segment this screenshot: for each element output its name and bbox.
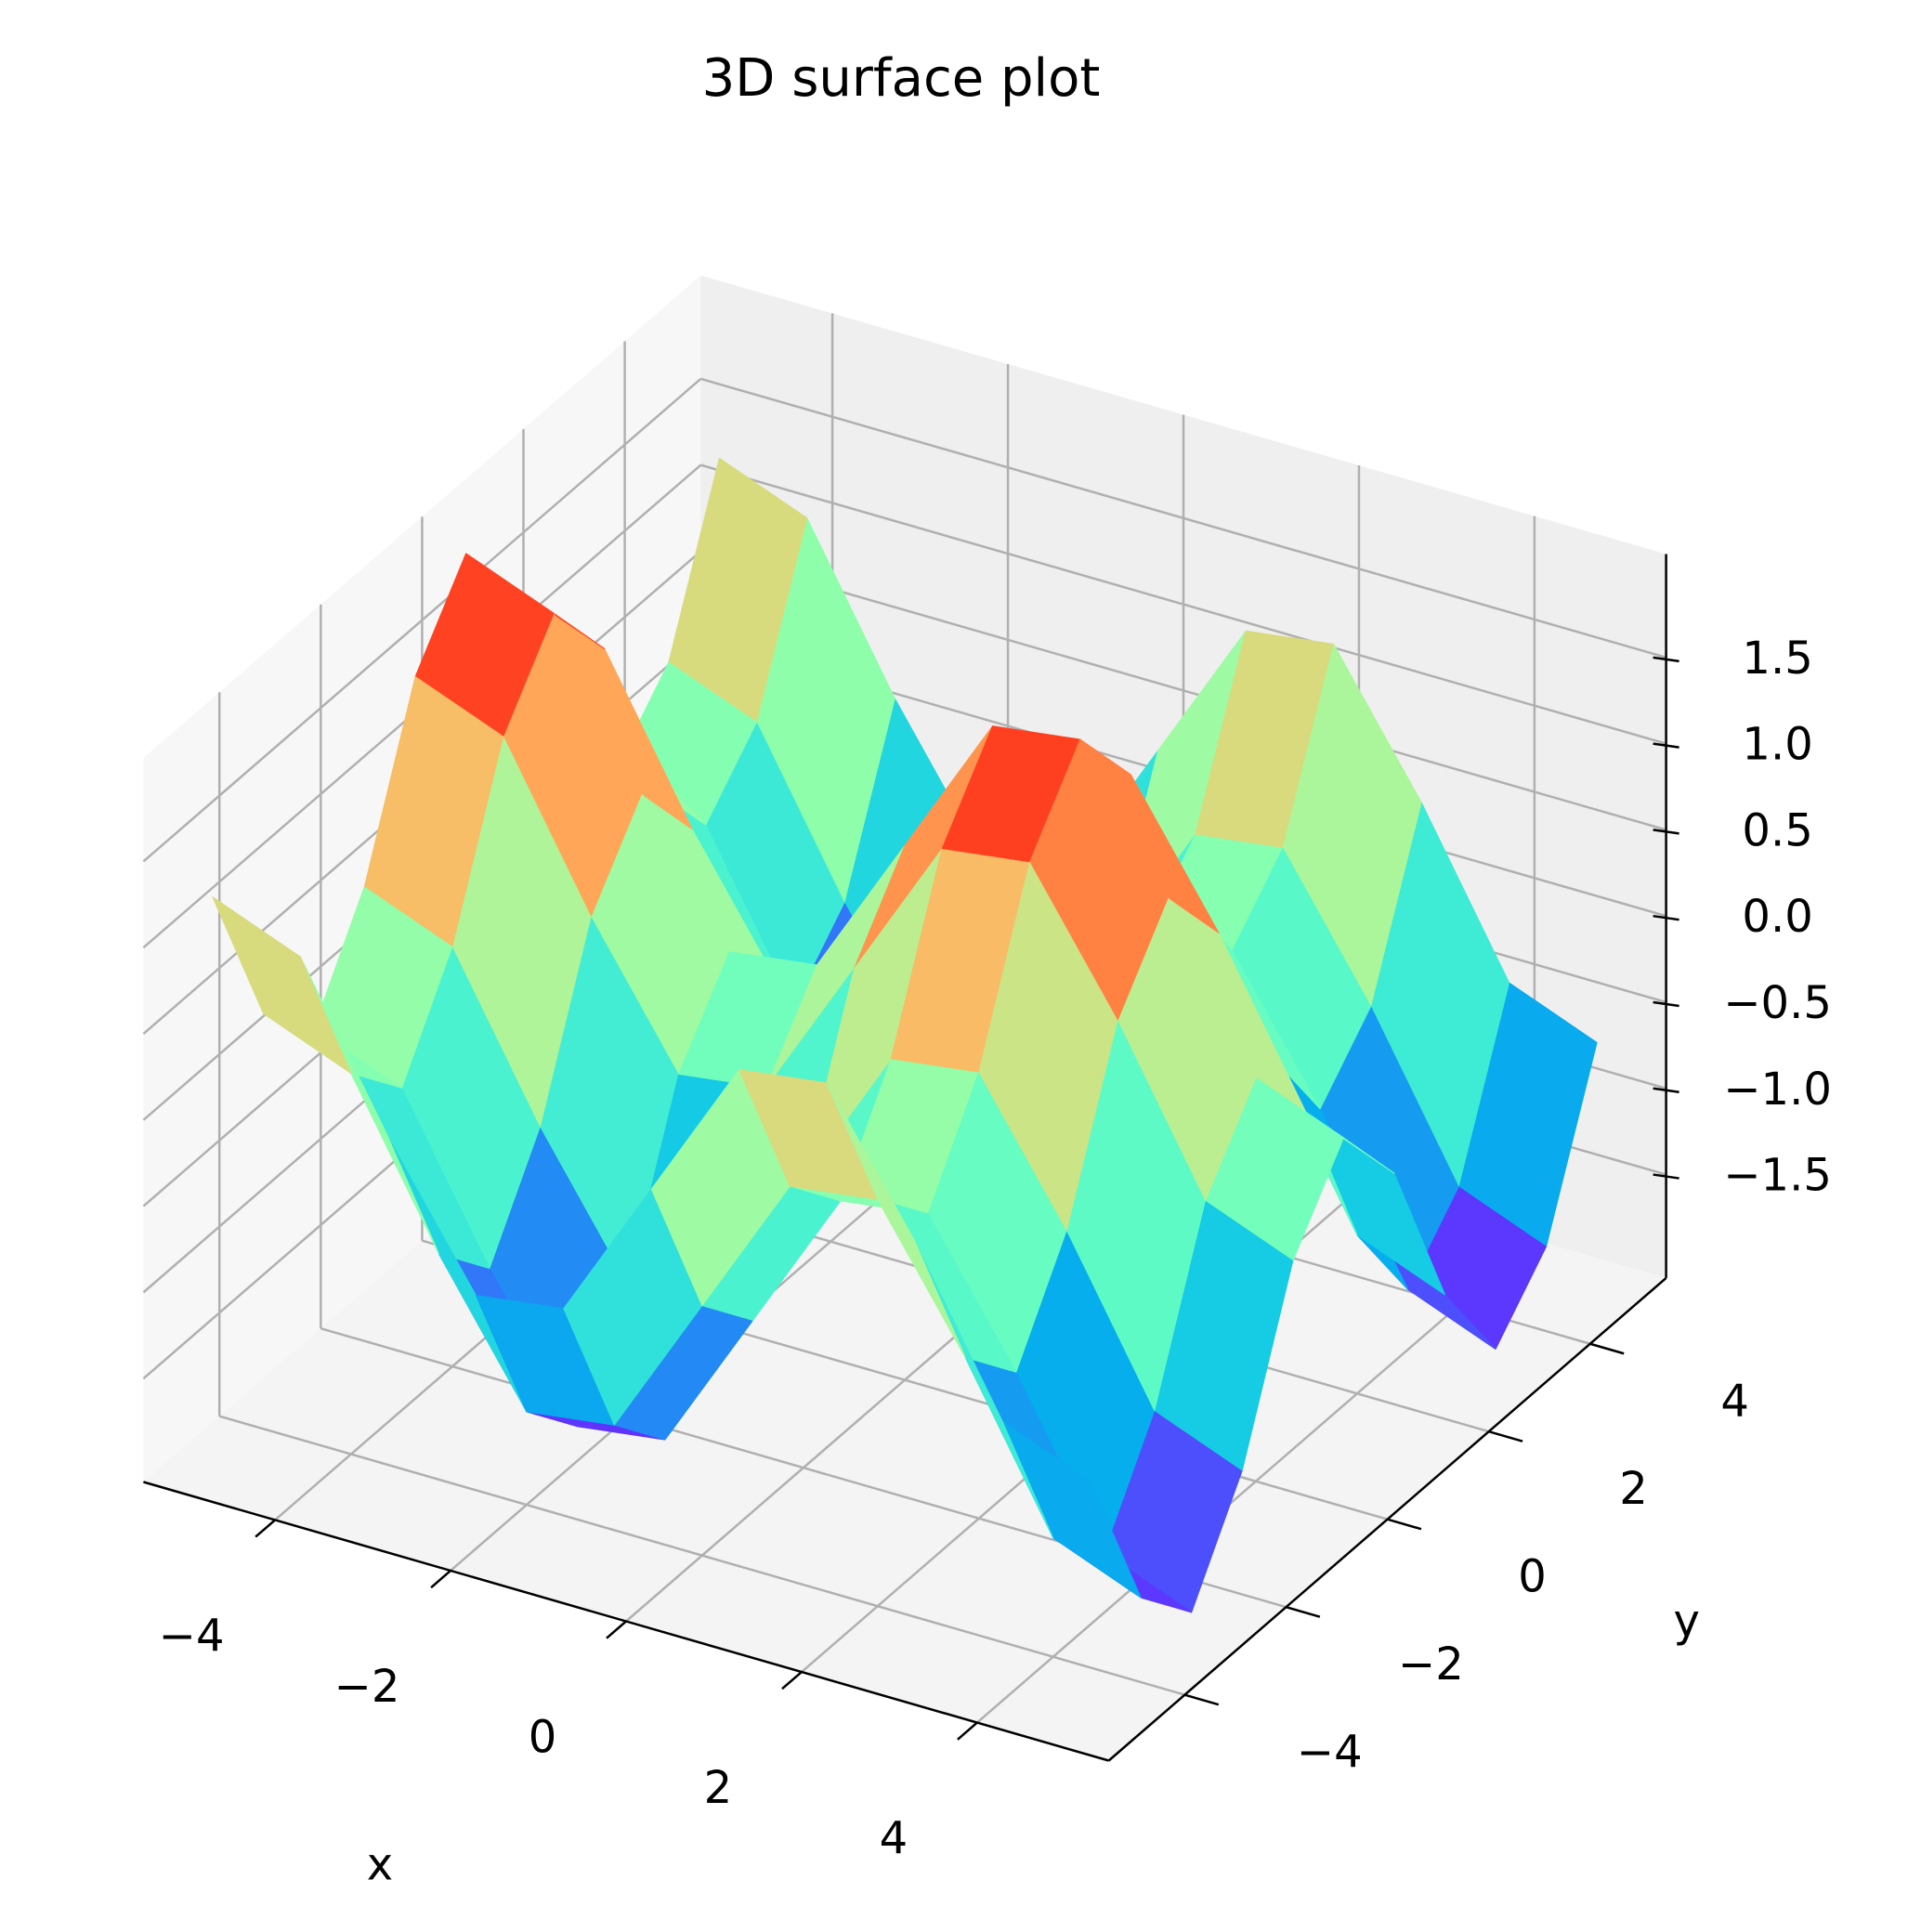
chart-title: 3D surface plot bbox=[702, 48, 1101, 109]
surface-face bbox=[364, 676, 504, 946]
grid-line bbox=[700, 463, 1666, 745]
y-axis-line bbox=[1107, 1276, 1667, 1762]
x-tick-label: 2 bbox=[704, 1762, 733, 1814]
z-tick-label: 1.5 bbox=[1742, 633, 1812, 685]
y-tick-label: −2 bbox=[1398, 1638, 1464, 1690]
z-tick-label: −0.5 bbox=[1723, 977, 1832, 1029]
grid-line bbox=[218, 1415, 1185, 1696]
surface-face bbox=[978, 862, 1118, 1231]
grid-line bbox=[700, 550, 1666, 831]
y-tick-label: −4 bbox=[1297, 1727, 1363, 1779]
surface-face bbox=[212, 896, 352, 1074]
tick-mark bbox=[1387, 1518, 1422, 1531]
tick-mark bbox=[1184, 1693, 1220, 1706]
y-tick-label: 0 bbox=[1518, 1551, 1547, 1603]
tick-mark bbox=[1286, 1605, 1321, 1618]
tick-mark bbox=[255, 1519, 276, 1538]
x-tick-label: 0 bbox=[529, 1711, 557, 1763]
tick-mark bbox=[430, 1570, 451, 1589]
x-axis-line bbox=[143, 1481, 1109, 1762]
y-axis-label: y bbox=[1674, 1596, 1700, 1648]
x-tick-label: −2 bbox=[334, 1661, 400, 1713]
z-tick-label: −1.5 bbox=[1723, 1150, 1832, 1202]
z-tick-label: 1.0 bbox=[1742, 719, 1812, 771]
tick-mark bbox=[957, 1721, 978, 1741]
tick-mark bbox=[1589, 1342, 1625, 1355]
z-tick-label: −1.0 bbox=[1723, 1064, 1832, 1116]
y-tick-label: 2 bbox=[1619, 1463, 1648, 1515]
x-tick-label: 4 bbox=[880, 1813, 908, 1865]
tick-mark bbox=[606, 1620, 627, 1639]
z-tick-label: 0.0 bbox=[1742, 891, 1812, 943]
grid-line bbox=[142, 377, 702, 863]
surface bbox=[212, 457, 1598, 1613]
x-axis-label: x bbox=[367, 1838, 393, 1890]
tick-mark bbox=[781, 1671, 803, 1690]
x-tick-label: −4 bbox=[159, 1610, 225, 1662]
z-tick-label: 0.5 bbox=[1742, 804, 1812, 856]
y-tick-label: 4 bbox=[1720, 1376, 1749, 1428]
surface-face bbox=[826, 1082, 966, 1358]
grid-line bbox=[700, 377, 1666, 659]
tick-mark bbox=[1488, 1430, 1523, 1442]
